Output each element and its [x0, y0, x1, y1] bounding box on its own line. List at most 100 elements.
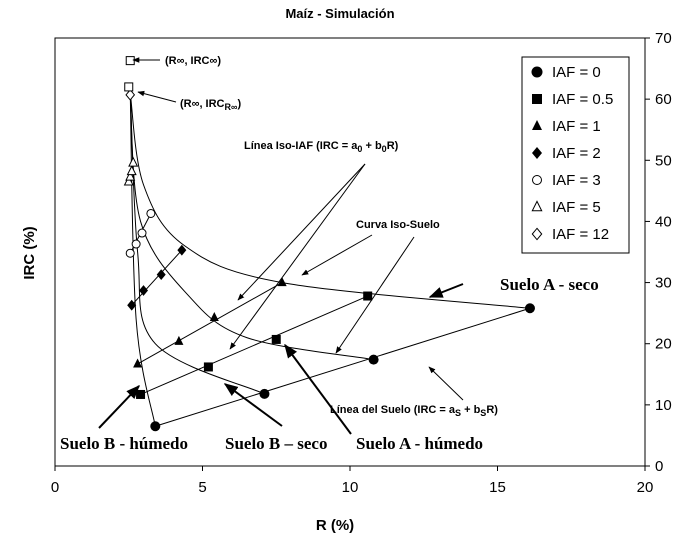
- data-point: [259, 388, 270, 399]
- annotation-linea-suelo: Línea del Suelo (IRC = aS + bSR): [330, 404, 498, 418]
- legend-marker: [532, 175, 542, 185]
- legend-label: IAF = 12: [552, 226, 609, 243]
- annotation-r-inf: (R∞, IRC∞): [165, 55, 221, 67]
- data-point: [271, 334, 281, 344]
- legend-marker: [531, 227, 543, 241]
- arrow-iso-iaf-1: [237, 163, 366, 301]
- data-point: [123, 175, 134, 186]
- series-curve: [137, 282, 283, 365]
- y-tick-label: 70: [655, 30, 672, 47]
- data-point: [128, 156, 139, 167]
- data-point: [126, 165, 137, 176]
- y-tick-label: 40: [655, 213, 672, 230]
- arrow-iso-suelo-1: [301, 234, 373, 276]
- annotation-iso-iaf: Línea Iso-IAF (IRC = a0 + b0R): [244, 140, 399, 154]
- data-point: [124, 82, 134, 92]
- data-point: [156, 269, 166, 281]
- x-tick-label: 20: [637, 479, 654, 496]
- data-point: [209, 312, 219, 322]
- series-curve: [129, 92, 531, 309]
- data-point: [125, 170, 136, 181]
- legend-label: IAF = 2: [552, 145, 601, 162]
- big-arrows: [98, 283, 464, 435]
- x-axis-label: R (%): [316, 517, 354, 534]
- arrow-r-inf-r: [137, 90, 177, 103]
- arrow-linea-suelo: [428, 366, 464, 401]
- annotation-linea-suelo-b: + b: [461, 404, 481, 416]
- x-tick-label: 0: [51, 479, 59, 496]
- data-point: [146, 208, 156, 218]
- annotation-linea-suelo-c: R): [486, 404, 498, 416]
- data-point: [137, 228, 147, 238]
- annotation-iso-iaf-b: + b: [362, 140, 382, 152]
- annotation-arrows: [132, 57, 464, 401]
- annotation-iso-iaf-sub-b: 0: [382, 144, 387, 154]
- series-curve: [129, 93, 265, 395]
- legend-label: IAF = 3: [552, 172, 601, 189]
- annotation-linea-suelo-sub-b: S: [480, 408, 486, 418]
- series-curve: [129, 93, 156, 427]
- arrow-iso-suelo-2: [335, 236, 415, 354]
- data-point: [363, 291, 373, 301]
- data-point: [125, 89, 136, 101]
- legend-marker: [531, 66, 543, 78]
- data-point: [174, 335, 184, 345]
- data-point: [125, 56, 135, 66]
- annotation-iso-iaf-c: R): [387, 140, 399, 152]
- annotation-r-inf-r: (R∞, IRCR∞): [180, 98, 241, 112]
- y-tick-label: 50: [655, 152, 672, 169]
- arrow-suelo-a-humedo: [284, 343, 352, 435]
- arrow-suelo-b-humedo: [98, 384, 140, 429]
- data-point: [133, 358, 143, 368]
- legend-label: IAF = 5: [552, 199, 601, 216]
- data-point: [131, 239, 141, 249]
- legend-label: IAF = 1: [552, 118, 601, 135]
- legend-label: IAF = 0.5: [552, 91, 613, 108]
- annotation-r-inf-r-sub: R∞: [225, 102, 238, 112]
- arrow-iso-iaf-2: [229, 163, 366, 350]
- label-suelo-b-humedo: Suelo B - húmedo: [60, 434, 188, 453]
- data-point: [524, 303, 535, 314]
- annotation-linea-suelo-a: Línea del Suelo (IRC = a: [330, 404, 456, 416]
- label-suelo-b-seco: Suelo B – seco: [225, 434, 327, 453]
- series-curve: [155, 307, 531, 427]
- legend: IAF = 0 IAF = 0.5 IAF = 1 IAF = 2 IAF = 3 IAF…: [521, 56, 630, 254]
- chart-title: Maíz - Simulación: [285, 6, 394, 21]
- annotation-linea-suelo-sub-a: S: [455, 408, 461, 418]
- data-point: [177, 244, 187, 256]
- y-tick-label: 20: [655, 336, 672, 353]
- legend-marker: [532, 94, 542, 104]
- data-point: [368, 354, 379, 365]
- series-curve: [140, 295, 368, 395]
- data-point: [125, 248, 135, 258]
- annotation-iso-iaf-a: Línea Iso-IAF (IRC = a: [244, 140, 358, 152]
- annotation-r-inf-r-main: (R∞, IRC: [180, 98, 225, 110]
- label-suelo-a-humedo: Suelo A - húmedo: [356, 434, 483, 453]
- data-point: [136, 389, 146, 399]
- annotation-iso-suelo: Curva Iso-Suelo: [356, 219, 440, 231]
- label-suelo-a-seco: Suelo A - seco: [500, 275, 599, 294]
- y-tick-label: 30: [655, 275, 672, 292]
- legend-marker: [532, 147, 542, 159]
- x-tick-label: 5: [198, 479, 206, 496]
- y-tick-label: 10: [655, 397, 672, 414]
- x-tick-label: 15: [489, 479, 506, 496]
- data-point: [127, 299, 137, 311]
- data-point: [203, 362, 213, 372]
- series-curve: [131, 249, 183, 306]
- y-tick-label: 60: [655, 91, 672, 108]
- data-point: [150, 421, 161, 432]
- markers: [123, 56, 535, 432]
- x-tick-label: 10: [342, 479, 359, 496]
- arrow-suelo-a-seco: [428, 283, 464, 298]
- annotation-r-inf-r-close: ): [237, 98, 241, 110]
- y-tick-label: 0: [655, 458, 663, 475]
- legend-marker: [531, 200, 543, 212]
- data-point: [277, 277, 287, 287]
- data-point: [139, 285, 148, 296]
- arrow-suelo-b-seco: [223, 383, 283, 427]
- y-axis-label: IRC (%): [21, 226, 38, 279]
- legend-marker: [532, 120, 542, 130]
